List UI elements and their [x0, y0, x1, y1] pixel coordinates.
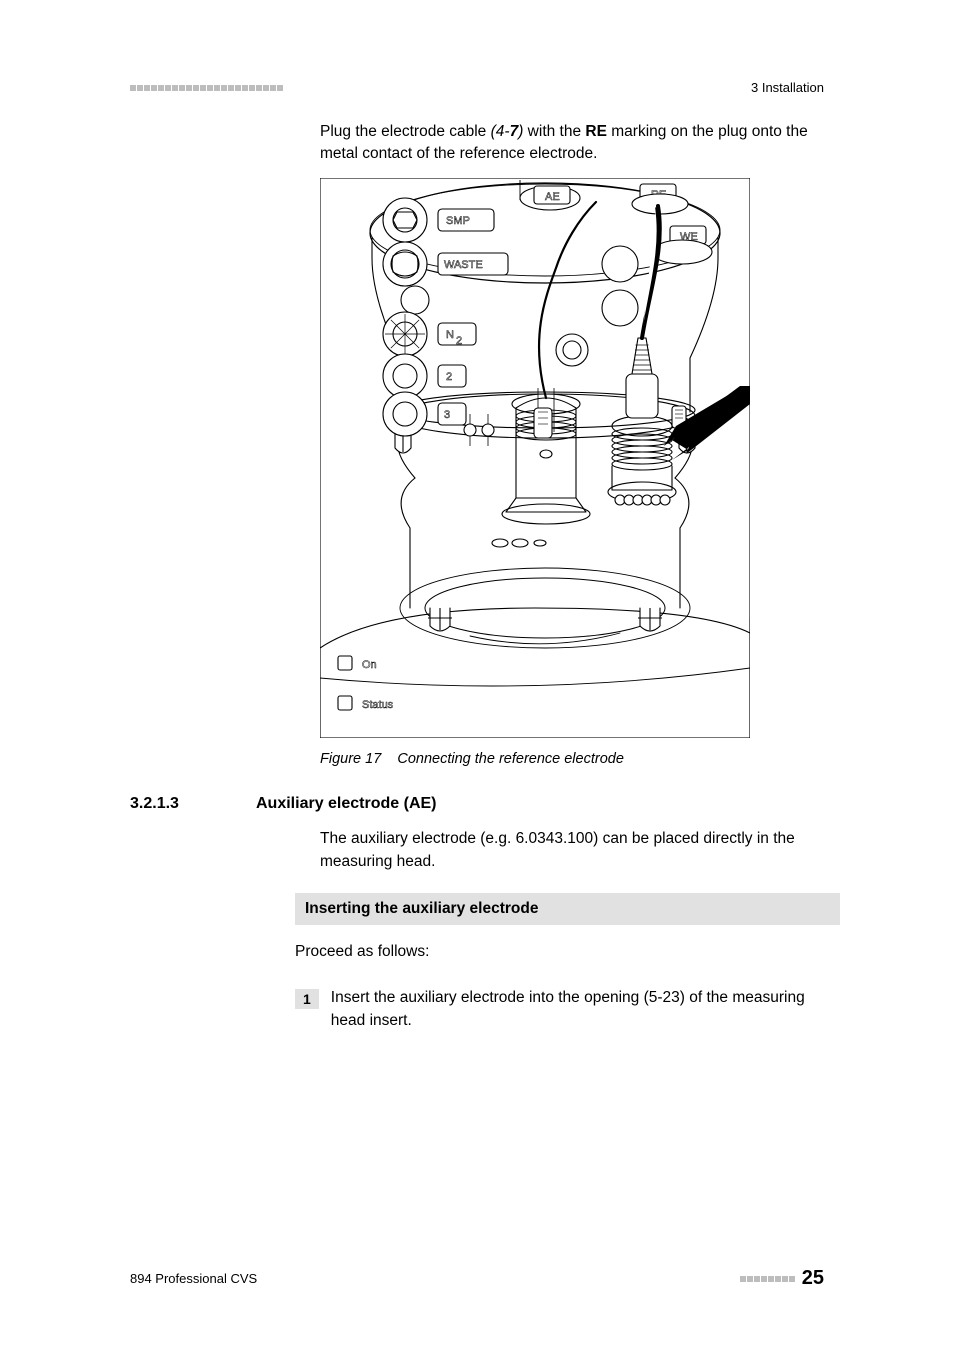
header-decor	[130, 85, 284, 91]
svg-text:3: 3	[444, 409, 450, 421]
section-title: Auxiliary electrode (AE)	[256, 795, 437, 813]
step-1-text: Insert the auxiliary electrode into the …	[331, 987, 811, 1032]
step1-ref-bold: 23	[663, 989, 680, 1006]
svg-text:WASTE: WASTE	[444, 259, 483, 271]
svg-text:AE: AE	[545, 191, 560, 203]
intro-pre: Plug the electrode cable	[320, 123, 491, 140]
step1-pre: Insert the auxiliary electrode into the …	[331, 989, 644, 1006]
chapter-label: 3 Installation	[751, 80, 824, 95]
section-number: 3.2.1.3	[130, 795, 240, 813]
figure-17: OnStatusSMPWASTEN223AEREWE	[320, 178, 750, 743]
footer-decor	[740, 1276, 796, 1282]
intro-paragraph: Plug the electrode cable (4-7) with the …	[320, 121, 824, 166]
intro-mid: with the	[523, 123, 585, 140]
svg-text:2: 2	[446, 371, 452, 383]
figure-caption: Figure 17 Connecting the reference elect…	[320, 751, 824, 767]
figure-caption-text: Connecting the reference electrode	[397, 751, 624, 767]
instruction-heading: Inserting the auxiliary electrode	[295, 893, 840, 925]
aux-electrode-para: The auxiliary electrode (e.g. 6.0343.100…	[320, 828, 824, 873]
proceed-text: Proceed as follows:	[295, 943, 824, 961]
section-heading: 3.2.1.3 Auxiliary electrode (AE)	[130, 795, 824, 813]
svg-text:SMP: SMP	[446, 215, 470, 227]
step-1: 1 Insert the auxiliary electrode into th…	[295, 987, 824, 1032]
page-number: 25	[802, 1267, 824, 1290]
footer-product: 894 Professional CVS	[130, 1271, 257, 1286]
step1-ref-open: (5-	[644, 989, 663, 1006]
svg-text:On: On	[362, 659, 377, 671]
page-header: 3 Installation	[130, 80, 824, 95]
intro-ref-open: (4-	[491, 123, 510, 140]
figure-number: Figure 17	[320, 751, 381, 767]
svg-text:N: N	[446, 329, 454, 341]
step-1-number: 1	[295, 989, 319, 1009]
intro-re: RE	[585, 123, 607, 140]
svg-text:2: 2	[456, 335, 462, 347]
svg-text:Status: Status	[362, 699, 394, 711]
page-footer: 894 Professional CVS 25	[130, 1267, 824, 1290]
intro-ref-bold: 7	[510, 123, 519, 140]
